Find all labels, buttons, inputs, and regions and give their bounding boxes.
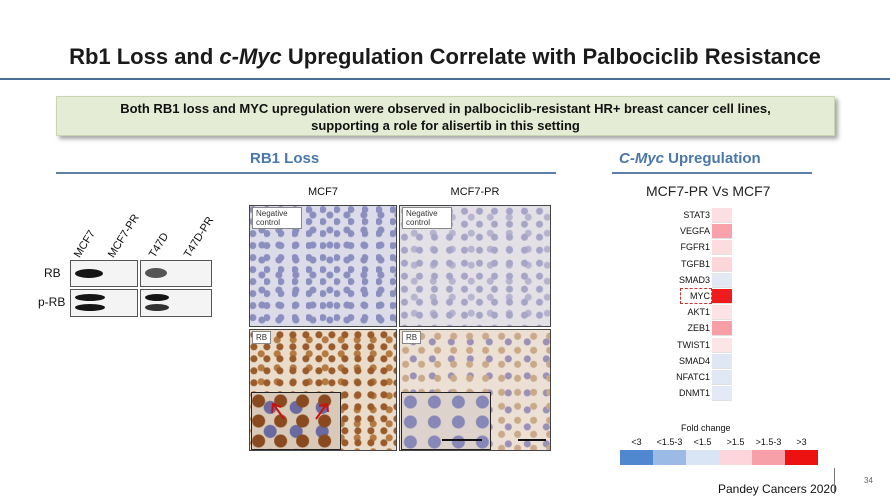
heatmap-cell: [712, 208, 732, 223]
summary-callout: Both RB1 loss and MYC upregulation were …: [56, 96, 835, 136]
myc-title-rest: Upregulation: [664, 150, 761, 167]
heatmap-cell: [712, 256, 732, 272]
ihc-panel-mcf7pr-negative: Negative control: [399, 205, 551, 327]
heatmap-cell: [712, 386, 732, 402]
legend-swatch: [686, 450, 719, 465]
citation: Pandey Cancers 2020: [718, 482, 837, 496]
legend-title: Fold change: [681, 423, 731, 433]
ihc-tag-rb-mcf7pr: RB: [402, 331, 422, 344]
band-prb-t47d-a: [145, 294, 169, 301]
band-prb-mcf7-b: [75, 304, 105, 311]
blot-row-label-rb: RB: [44, 266, 61, 280]
ihc-col-label-mcf7: MCF7: [308, 186, 338, 198]
blot-rb-left: [70, 260, 138, 287]
footer-divider: [834, 468, 835, 494]
heatmap-gene-label: TWIST1: [677, 339, 710, 350]
heatmap-gene-label: SMAD3: [678, 274, 710, 285]
heatmap-cell: [712, 289, 732, 304]
lane-label-mcf7-pr: MCF7-PR: [105, 212, 142, 260]
heatmap-gene-label: ZEB1: [687, 323, 710, 334]
heatmap-cell: [712, 353, 732, 369]
title-italic: c-Myc: [219, 44, 282, 69]
ihc-panel-mcf7pr-rb: RB: [399, 329, 551, 451]
band-prb-t47d-b: [145, 304, 169, 311]
ihc-tag-negative-mcf7: Negative control: [252, 207, 302, 229]
heatmap-cell: [712, 337, 732, 353]
scale-bar: [518, 439, 546, 441]
heatmap-gene-label: VEGFA: [679, 226, 710, 237]
ihc-inset-mcf7: [251, 392, 341, 450]
title-divider: [0, 78, 890, 80]
ihc-panel-mcf7-negative: Negative control: [249, 205, 397, 327]
heatmap-cell: [712, 370, 732, 385]
myc-section-rule: [612, 172, 812, 174]
band-prb-mcf7-a: [75, 294, 105, 301]
legend-label: <1.5-3: [656, 437, 683, 447]
callout-line-1: Both RB1 loss and MYC upregulation were …: [120, 101, 771, 116]
heatmap-gene-label: SMAD4: [678, 355, 710, 366]
arrow-icons: [271, 402, 329, 420]
rb1-section-title: RB1 Loss: [250, 150, 320, 167]
legend-label: <3: [631, 437, 642, 447]
callout-line-2: supporting a role for alisertib in this …: [311, 118, 580, 133]
rb1-section-rule: [56, 172, 556, 174]
heatmap-gene-label: AKT1: [687, 307, 710, 318]
band-rb-mcf7: [75, 269, 103, 278]
slide-title: Rb1 Loss and c-Myc Upregulation Correlat…: [0, 44, 890, 70]
blot-prb-right: [140, 289, 212, 317]
title-part1: Rb1 Loss and: [69, 44, 220, 69]
heatmap-gene-label: NFATC1: [676, 372, 710, 382]
blot-rb-right: [140, 260, 212, 287]
heatmap-cell: [712, 321, 732, 337]
title-part2: Upregulation Correlate with Palbociclib …: [281, 44, 821, 69]
legend-swatch: [620, 450, 653, 465]
legend-swatch: [719, 450, 752, 465]
heatmap-title: MCF7-PR Vs MCF7: [646, 183, 771, 199]
legend-swatch: [653, 450, 686, 465]
myc-title-italic: C-Myc: [619, 150, 665, 167]
legend-swatch: [752, 450, 785, 465]
heatmap-gene-label: DNMT1: [679, 388, 710, 399]
lane-label-mcf7: MCF7: [71, 228, 98, 260]
ihc-tag-rb-mcf7: RB: [252, 331, 272, 344]
legend-label: <1.5: [693, 437, 712, 447]
inset-scale-bar: [442, 439, 482, 441]
heatmap-gene-label: STAT3: [683, 210, 710, 220]
ihc-panel-mcf7-rb: RB: [249, 329, 397, 451]
heatmap-cell: [712, 305, 732, 321]
legend-label: >3: [796, 437, 807, 447]
ihc-col-label-mcf7-pr: MCF7-PR: [450, 186, 500, 198]
heatmap-cell: [712, 240, 732, 256]
heatmap-gene-label: FGFR1: [680, 242, 710, 253]
heatmap-cell: [712, 272, 732, 288]
legend-label: >1.5-3: [755, 437, 782, 447]
ihc-tag-negative-mcf7pr: Negative control: [402, 207, 452, 229]
page-number: 34: [864, 476, 873, 485]
myc-section-title: C-Myc Upregulation: [619, 150, 761, 167]
lane-label-t47d: T47D: [146, 230, 172, 260]
lane-label-t47d-pr: T47D-PR: [181, 214, 217, 260]
legend-label: >1.5: [726, 437, 745, 447]
heatmap-cell: [712, 224, 732, 240]
band-rb-t47d: [145, 268, 167, 278]
heatmap-gene-label: MYC: [690, 291, 710, 301]
ihc-inset-mcf7pr: [401, 392, 491, 450]
heatmap-gene-label: TGFB1: [680, 258, 710, 269]
blot-prb-left: [70, 289, 138, 317]
blot-row-label-prb: p-RB: [38, 295, 66, 309]
myc-highlight-box: [680, 288, 712, 304]
legend-swatch: [785, 450, 818, 465]
